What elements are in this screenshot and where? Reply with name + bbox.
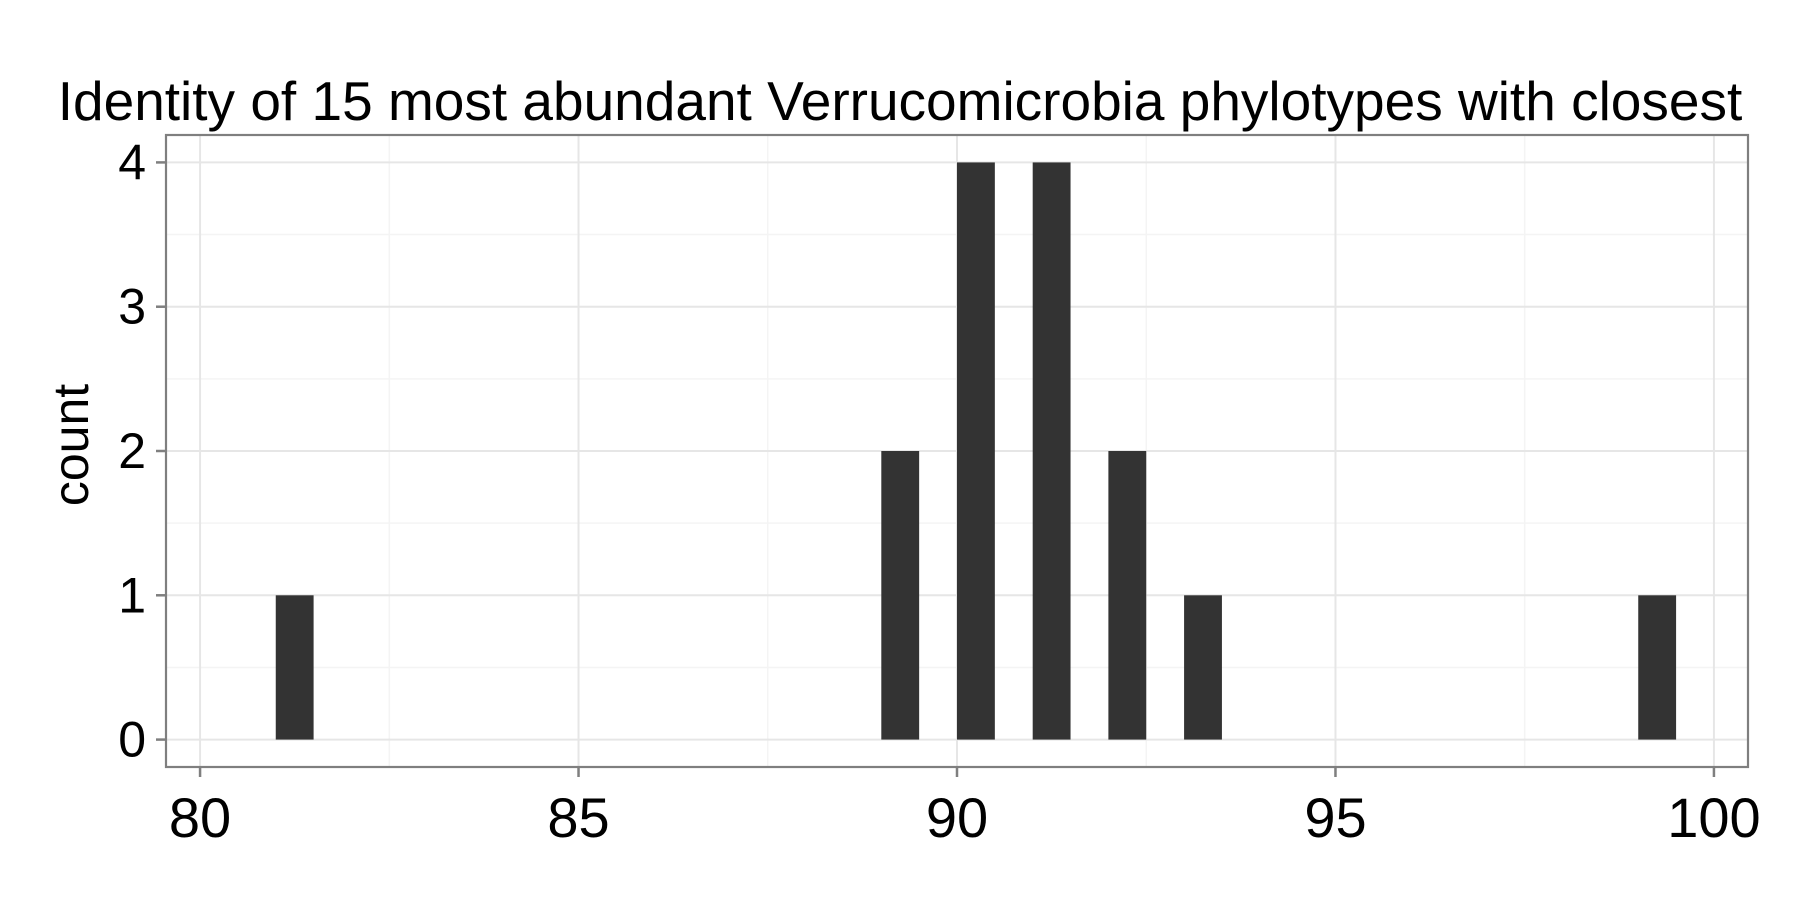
x-tick-label: 90: [926, 786, 988, 849]
histogram-bar: [275, 595, 314, 740]
histogram-bar: [1108, 451, 1147, 740]
y-tick-label: 4: [118, 134, 146, 190]
histogram-bar: [1638, 595, 1677, 740]
y-axis-label: count: [43, 384, 99, 506]
histogram-bar: [1184, 595, 1222, 740]
axes: 0 1 2 3 4 80 85 90 95 100: [118, 134, 1760, 849]
y-tick-label: 0: [118, 712, 146, 768]
x-tick-label: 100: [1667, 786, 1760, 849]
chart-title: Identity of 15 most abundant Verrucomicr…: [58, 70, 1743, 132]
x-tick-label: 85: [547, 786, 609, 849]
y-tick-label: 2: [118, 423, 146, 479]
histogram-bar: [957, 162, 995, 740]
bars: [275, 162, 1677, 740]
x-tick-label: 95: [1304, 786, 1366, 849]
y-tick-label: 1: [118, 567, 146, 623]
y-tick-label: 3: [118, 279, 146, 335]
x-tick-label: 80: [169, 786, 231, 849]
histogram-bar: [1032, 162, 1071, 740]
histogram-bar: [881, 451, 920, 740]
